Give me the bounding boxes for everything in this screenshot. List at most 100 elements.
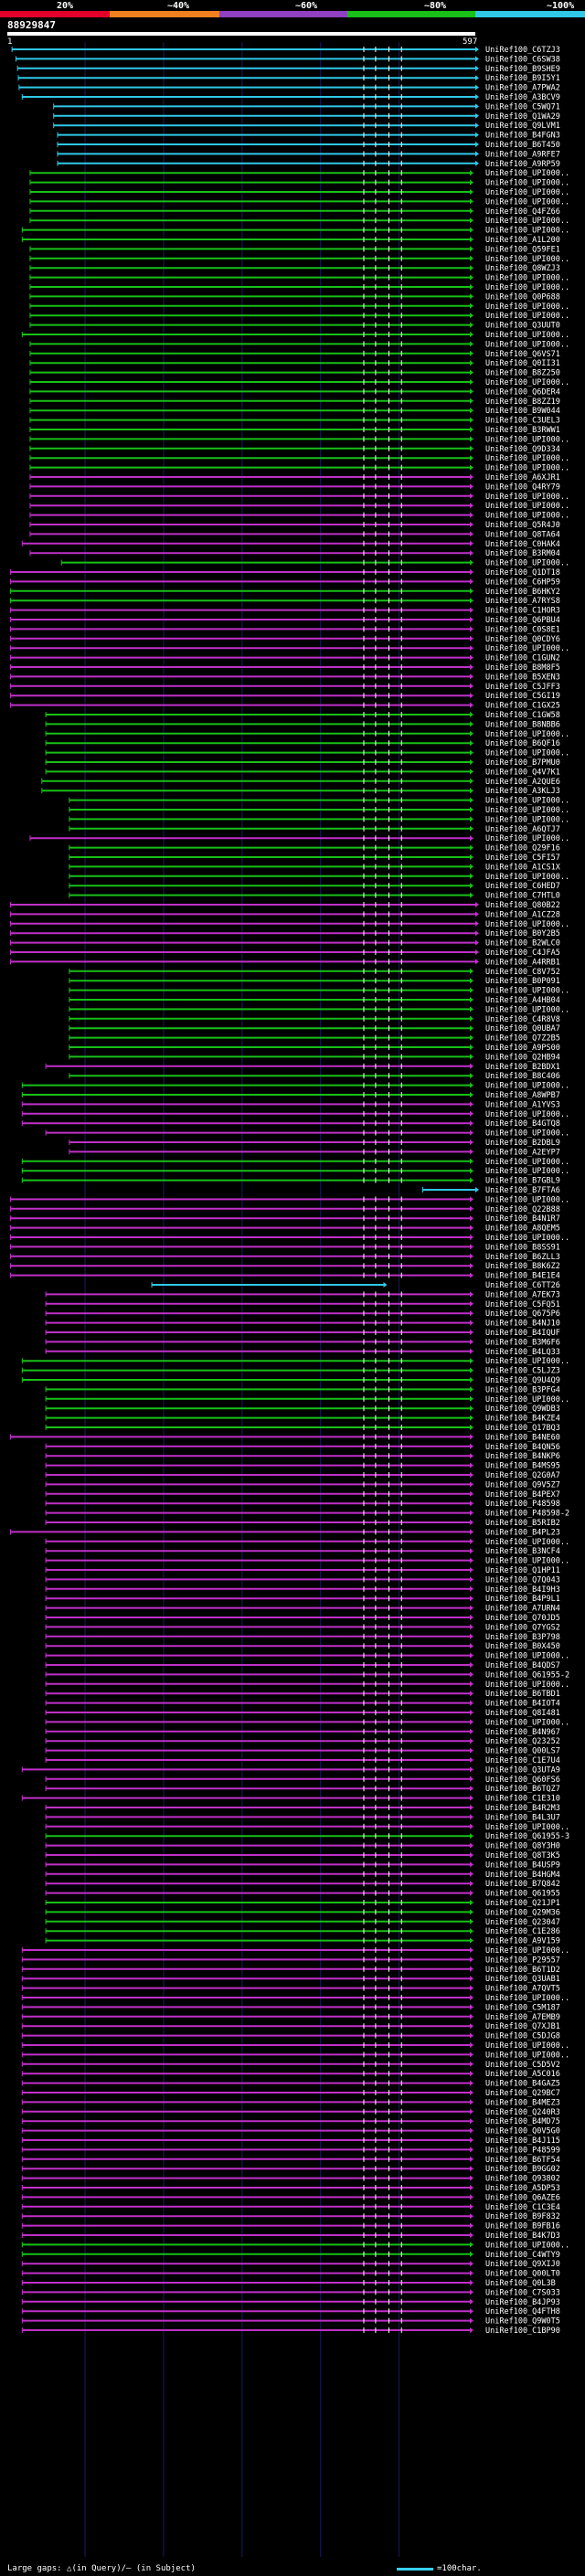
hit-row[interactable]: UniRef100_Q7Z2B5 — [69, 1034, 560, 1044]
hit-row[interactable]: UniRef100_C5D5V2 — [21, 2061, 560, 2070]
hit-label[interactable]: UniRef100_Q4FTH8 — [485, 2307, 560, 2316]
hit-row[interactable]: UniRef100_B4KZE4 — [45, 1415, 560, 1424]
hit-label[interactable]: UniRef100_B4IQUF — [485, 1329, 560, 1338]
hit-label[interactable]: UniRef100_Q9U4Q9 — [485, 1376, 560, 1385]
hit-label[interactable]: UniRef100_P48598-2 — [485, 1510, 569, 1519]
hit-row[interactable]: UniRef100_UPI000.. — [29, 454, 569, 463]
hit-row[interactable]: UniRef100_Q3UAB1 — [21, 1975, 560, 1984]
hit-row[interactable]: UniRef100_A3KLJ3 — [41, 787, 560, 796]
hit-label[interactable]: UniRef100_Q0P688 — [485, 292, 560, 302]
hit-row[interactable]: UniRef100_UPI000.. — [29, 197, 569, 207]
hit-label[interactable]: UniRef100_B4L3U7 — [485, 1813, 560, 1822]
hit-row[interactable]: UniRef100_Q4FTH8 — [21, 2307, 560, 2316]
hit-label[interactable]: UniRef100_Q29BC7 — [485, 2089, 560, 2098]
hit-label[interactable]: UniRef100_Q7Z2B5 — [485, 1034, 560, 1044]
hit-label[interactable]: UniRef100_B9W044 — [485, 407, 560, 416]
hit-row[interactable]: UniRef100_B4NKP6 — [45, 1452, 560, 1461]
hit-label[interactable]: UniRef100_B9F832 — [485, 2212, 560, 2221]
hit-label[interactable]: UniRef100_B3M6F6 — [485, 1338, 560, 1347]
hit-row[interactable]: UniRef100_B4J115 — [21, 2136, 560, 2146]
hit-label[interactable]: UniRef100_Q2G0A7 — [485, 1471, 560, 1480]
hit-row[interactable]: UniRef100_Q6AZE6 — [21, 2193, 560, 2202]
hit-row[interactable]: UniRef100_UPI000.. — [69, 797, 569, 806]
hit-row[interactable]: UniRef100_Q3UUT0 — [29, 322, 560, 331]
hit-row[interactable]: UniRef100_UPI000.. — [45, 1652, 569, 1661]
hit-row[interactable]: UniRef100_C1C3E4 — [21, 2203, 560, 2212]
hit-row[interactable]: UniRef100_B7GBL9 — [21, 1177, 560, 1186]
hit-label[interactable]: UniRef100_UPI000.. — [485, 454, 569, 463]
hit-label[interactable]: UniRef100_UPI000.. — [485, 797, 569, 806]
hit-row[interactable]: UniRef100_UPI000.. — [29, 255, 569, 264]
hit-row[interactable]: UniRef100_UPI000.. — [9, 644, 569, 653]
hit-row[interactable]: UniRef100_UPI000.. — [69, 1005, 569, 1014]
hit-label[interactable]: UniRef100_C4WTY9 — [485, 2251, 560, 2260]
hit-label[interactable]: UniRef100_Q93802 — [485, 2175, 560, 2184]
hit-row[interactable]: UniRef100_P48598-2 — [45, 1510, 569, 1519]
hit-row[interactable]: UniRef100_Q4FZ66 — [29, 207, 560, 217]
hit-label[interactable]: UniRef100_B4IOT4 — [485, 1700, 560, 1709]
hit-row[interactable]: UniRef100_B4PL23 — [9, 1528, 560, 1537]
hit-label[interactable]: UniRef100_Q7XJB1 — [485, 2022, 560, 2031]
hit-label[interactable]: UniRef100_B4QDS7 — [485, 1661, 560, 1670]
hit-label[interactable]: UniRef100_UPI000.. — [485, 644, 569, 653]
hit-label[interactable]: UniRef100_Q1DT18 — [485, 568, 560, 578]
hit-label[interactable]: UniRef100_A6XJR1 — [485, 473, 560, 482]
hit-label[interactable]: UniRef100_B4MEZ3 — [485, 2098, 560, 2107]
hit-label[interactable]: UniRef100_B2BDX1 — [485, 1063, 560, 1072]
hit-row[interactable]: UniRef100_C6TT26 — [151, 1281, 560, 1290]
hit-label[interactable]: UniRef100_UPI000.. — [485, 1395, 569, 1405]
hit-label[interactable]: UniRef100_B4JP93 — [485, 2298, 560, 2307]
hit-row[interactable]: UniRef100_C6SW38 — [15, 55, 560, 64]
hit-label[interactable]: UniRef100_Q59FE1 — [485, 245, 560, 254]
hit-label[interactable]: UniRef100_UPI000.. — [485, 255, 569, 264]
hit-row[interactable]: UniRef100_Q5R4J0 — [29, 521, 560, 530]
hit-label[interactable]: UniRef100_UPI000.. — [485, 2051, 569, 2060]
hit-row[interactable]: UniRef100_B4IQUF — [45, 1329, 560, 1338]
hit-row[interactable]: UniRef100_Q7XJB1 — [21, 2022, 560, 2031]
hit-row[interactable]: UniRef100_B9GG02 — [21, 2165, 560, 2174]
hit-row[interactable]: UniRef100_Q2G0A7 — [45, 1471, 560, 1480]
hit-row[interactable]: UniRef100_Q17BQ3 — [45, 1424, 560, 1433]
hit-label[interactable]: UniRef100_B7Q842 — [485, 1880, 560, 1889]
hit-row[interactable]: UniRef100_B4JP93 — [21, 2298, 560, 2307]
hit-row[interactable]: UniRef100_Q4RY79 — [29, 482, 560, 492]
hit-label[interactable]: UniRef100_Q9W0T5 — [485, 2317, 560, 2327]
hit-label[interactable]: UniRef100_C1GX25 — [485, 702, 560, 711]
hit-label[interactable]: UniRef100_B4PEX7 — [485, 1490, 560, 1500]
hit-row[interactable]: UniRef100_C1HOR3 — [9, 607, 560, 616]
hit-row[interactable]: UniRef100_B6T1D2 — [21, 1966, 560, 1975]
hit-label[interactable]: UniRef100_Q3UUT0 — [485, 322, 560, 331]
hit-row[interactable]: UniRef100_Q6DER4 — [29, 387, 560, 397]
hit-label[interactable]: UniRef100_UPI000.. — [485, 312, 569, 321]
hit-label[interactable]: UniRef100_B9I5Y1 — [485, 74, 560, 83]
hit-row[interactable]: UniRef100_C4WTY9 — [21, 2251, 560, 2260]
hit-label[interactable]: UniRef100_UPI000.. — [485, 340, 569, 349]
hit-label[interactable]: UniRef100_UPI000.. — [485, 197, 569, 207]
hit-row[interactable]: UniRef100_B4N1R7 — [9, 1214, 560, 1224]
hit-label[interactable]: UniRef100_A1CZ28 — [485, 910, 560, 919]
hit-row[interactable]: UniRef100_A1CZ28 — [9, 910, 560, 919]
hit-label[interactable]: UniRef100_Q23047 — [485, 1918, 560, 1927]
hit-row[interactable]: UniRef100_UPI000.. — [29, 378, 569, 387]
hit-row[interactable]: UniRef100_Q70JD5 — [45, 1614, 560, 1623]
hit-row[interactable]: UniRef100_A7EMB9 — [21, 2013, 560, 2022]
hit-row[interactable]: UniRef100_Q240R3 — [21, 2108, 560, 2117]
hit-row[interactable]: UniRef100_B4GAZ5 — [21, 2080, 560, 2089]
hit-row[interactable]: UniRef100_Q4V7K1 — [45, 768, 560, 777]
hit-row[interactable]: UniRef100_B4GTQ8 — [21, 1119, 560, 1129]
hit-label[interactable]: UniRef100_B4KZE4 — [485, 1415, 560, 1424]
hit-label[interactable]: UniRef100_UPI000.. — [485, 1680, 569, 1690]
hit-row[interactable]: UniRef100_B7Q842 — [45, 1880, 560, 1889]
hit-label[interactable]: UniRef100_C7S033 — [485, 2288, 560, 2297]
hit-label[interactable]: UniRef100_UPI000.. — [485, 920, 569, 929]
hit-label[interactable]: UniRef100_P48599 — [485, 2146, 560, 2155]
hit-label[interactable]: UniRef100_B0P091 — [485, 977, 560, 986]
hit-label[interactable]: UniRef100_Q3UTA9 — [485, 1765, 560, 1775]
hit-row[interactable]: UniRef100_A7PWA2 — [18, 84, 560, 93]
hit-row[interactable]: UniRef100_A1CS1X — [69, 863, 561, 872]
hit-row[interactable]: UniRef100_Q9U4Q9 — [21, 1376, 560, 1385]
hit-row[interactable]: UniRef100_B6HKY2 — [9, 588, 560, 597]
hit-label[interactable]: UniRef100_B4I9H3 — [485, 1585, 560, 1595]
hit-label[interactable]: UniRef100_C1GW58 — [485, 711, 560, 720]
hit-label[interactable]: UniRef100_UPI000.. — [485, 188, 569, 197]
